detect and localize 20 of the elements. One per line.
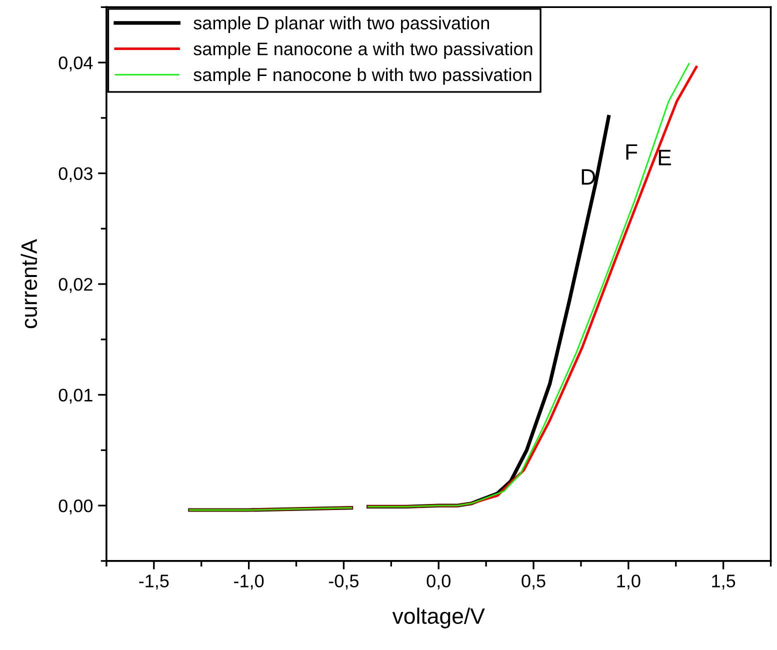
legend-label: sample E nanocone a with two passivation: [194, 42, 532, 59]
x-axis-title: voltage/V: [392, 608, 485, 628]
x-tick-label: 0,5: [522, 574, 546, 590]
y-tick-label: 0,01: [58, 388, 92, 404]
y-axis-title: current/A: [20, 239, 38, 328]
annotation: E: [658, 150, 671, 166]
legend-label: sample D planar with two passivation: [194, 16, 489, 34]
x-tick-label: 1,0: [617, 574, 640, 590]
y-tick-label: 0,03: [58, 167, 92, 182]
y-tick-label: 0,00: [58, 500, 93, 514]
y-tick-label: 0,02: [58, 278, 92, 293]
legend-label: sample F nanocone b with two passivation: [194, 68, 532, 85]
annotation: D: [582, 169, 596, 185]
x-tick-label: 0,0: [426, 574, 450, 590]
y-tick-label: 0,04: [58, 56, 93, 72]
annotation: F: [626, 144, 638, 160]
x-tick-label: 1,5: [712, 574, 736, 590]
x-tick-label: -1,5: [139, 574, 169, 590]
x-tick-label: -0,5: [328, 574, 359, 590]
x-tick-label: -1,0: [234, 574, 264, 590]
